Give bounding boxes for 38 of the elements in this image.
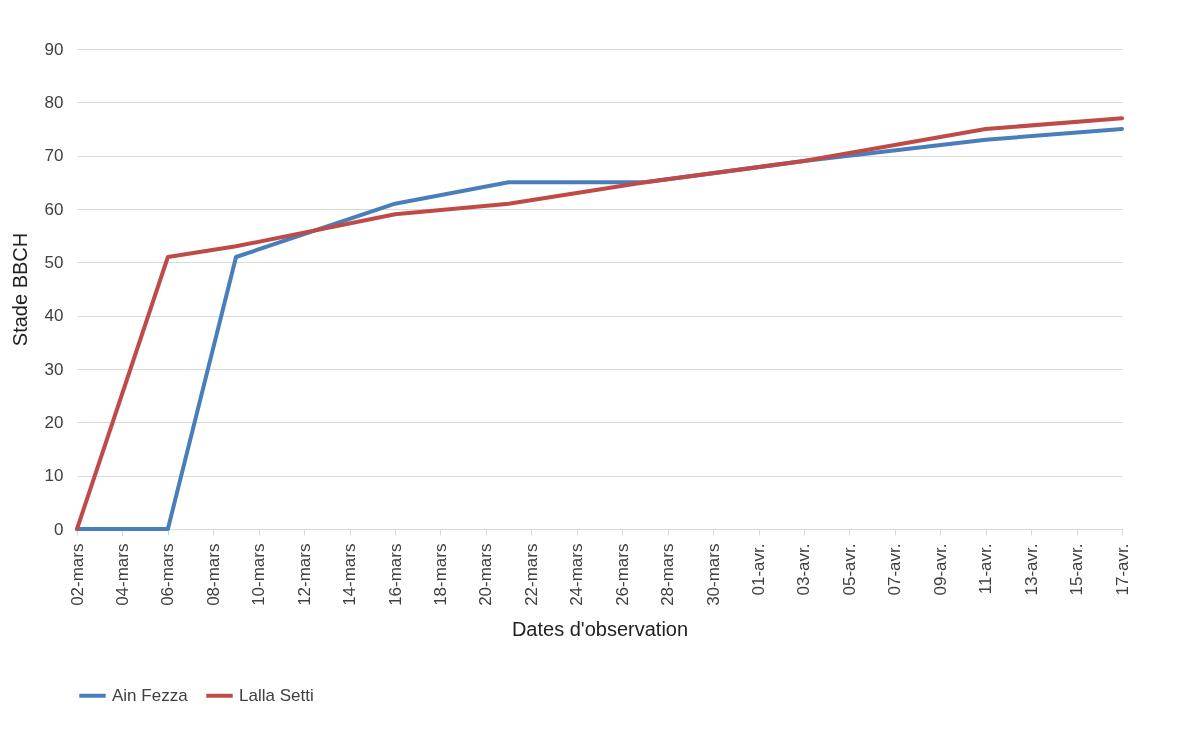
x-tick-label: 22-mars <box>521 543 541 606</box>
y-tick-label: 10 <box>44 466 64 486</box>
x-tick-label: 26-mars <box>612 543 632 606</box>
y-axis-title: Stade BBCH <box>8 232 31 347</box>
x-tick-label: 17-avr. <box>1112 543 1132 596</box>
x-tick-label: 03-avr. <box>794 543 814 596</box>
x-tick-label: 10-mars <box>249 543 269 606</box>
x-tick-label: 05-avr. <box>839 543 859 596</box>
x-tick-label: 28-mars <box>658 543 678 606</box>
x-tick-label: 04-mars <box>112 543 132 606</box>
x-tick-label: 12-mars <box>294 543 314 606</box>
y-tick-label: 50 <box>44 252 64 272</box>
x-tick-label: 06-mars <box>158 543 178 606</box>
x-tick-label: 30-mars <box>703 543 723 606</box>
x-axis-title: Dates d'observation <box>511 617 689 640</box>
x-tick-label: 18-mars <box>430 543 450 606</box>
y-tick-label: 70 <box>44 146 64 166</box>
y-tick-label: 60 <box>44 199 64 219</box>
x-tick-label: 15-avr. <box>1067 543 1087 596</box>
legend-label: Ain Fezza <box>112 685 189 705</box>
x-tick-label: 24-mars <box>567 543 587 606</box>
x-tick-label: 08-mars <box>203 543 223 606</box>
x-tick-label: 02-mars <box>67 543 87 606</box>
x-tick-label: 09-avr. <box>930 543 950 596</box>
y-tick-label: 30 <box>44 359 64 379</box>
legend-label: Lalla Setti <box>239 685 314 705</box>
x-tick-label: 01-avr. <box>749 543 769 596</box>
x-tick-label: 16-mars <box>385 543 405 606</box>
y-tick-label: 20 <box>44 412 64 432</box>
y-tick-label: 0 <box>54 519 64 539</box>
x-tick-label: 07-avr. <box>885 543 905 596</box>
y-tick-label: 90 <box>44 39 64 59</box>
y-tick-label: 80 <box>44 92 64 112</box>
x-tick-label: 13-avr. <box>1021 543 1041 596</box>
x-tick-label: 20-mars <box>476 543 496 606</box>
x-tick-label: 11-avr. <box>976 543 996 595</box>
y-tick-label: 40 <box>44 306 64 326</box>
x-tick-label: 14-mars <box>340 543 360 606</box>
